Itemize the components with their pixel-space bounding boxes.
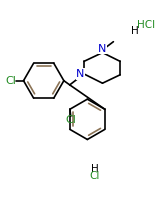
Text: Cl: Cl: [6, 76, 16, 86]
Text: H: H: [131, 26, 138, 36]
Text: Cl: Cl: [90, 171, 100, 181]
Text: N: N: [76, 69, 85, 79]
Text: HCl: HCl: [137, 20, 155, 30]
Text: N: N: [98, 44, 107, 54]
Text: Cl: Cl: [66, 115, 77, 125]
Text: H: H: [91, 164, 99, 174]
